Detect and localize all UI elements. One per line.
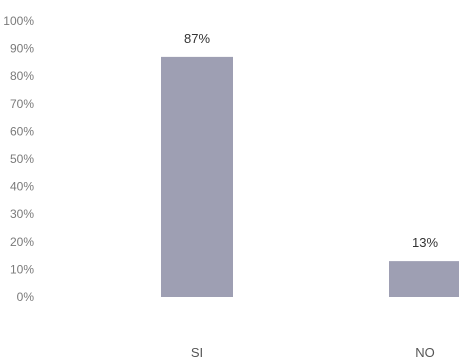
bars <box>161 56 459 297</box>
bar-no <box>389 261 459 297</box>
bar-si <box>161 56 233 297</box>
x-category-label: NO <box>415 345 435 360</box>
y-tick-label: 80% <box>10 69 34 83</box>
data-label-si: 87% <box>184 31 210 46</box>
y-tick-label: 10% <box>10 262 34 276</box>
y-tick-label: 100% <box>3 14 34 28</box>
y-tick-label: 90% <box>10 42 34 56</box>
y-tick-label: 30% <box>10 207 34 221</box>
y-tick-label: 70% <box>10 97 34 111</box>
x-category-label: SI <box>191 345 203 360</box>
data-label-no: 13% <box>412 235 438 250</box>
y-tick-label: 40% <box>10 180 34 194</box>
y-tick-label: 60% <box>10 124 34 138</box>
x-axis: SI NO <box>191 345 435 360</box>
y-axis: 0% 10% 20% 30% 40% 50% 60% 70% 80% 90% 100% <box>3 14 34 304</box>
y-tick-label: 20% <box>10 235 34 249</box>
y-tick-label: 0% <box>17 290 35 304</box>
data-labels: 87% 13% <box>184 31 438 250</box>
y-tick-label: 50% <box>10 152 34 166</box>
